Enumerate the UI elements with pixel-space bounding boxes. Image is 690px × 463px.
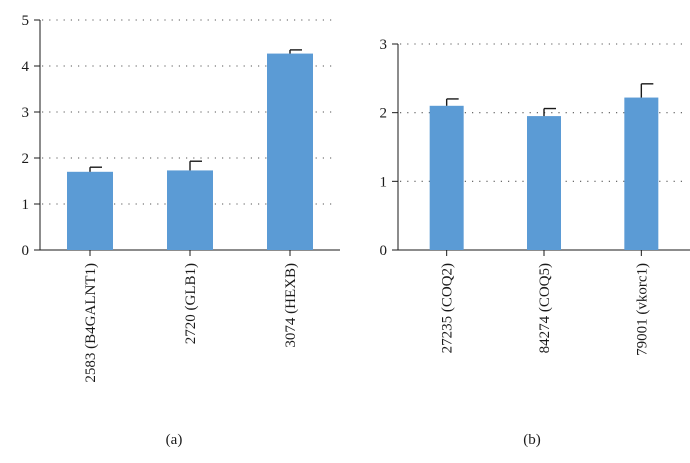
x-tick-label: 3074 (HEXB) bbox=[283, 263, 299, 348]
y-tick-label: 1 bbox=[380, 174, 388, 190]
bar bbox=[267, 54, 313, 250]
y-tick-label: 4 bbox=[22, 59, 30, 75]
bar bbox=[430, 106, 464, 250]
y-tick-label: 0 bbox=[380, 243, 388, 259]
x-tick-label: 2720 (GLB1) bbox=[183, 263, 199, 344]
panel-caption-a: (a) bbox=[144, 432, 204, 449]
x-tick-label: 79001 (vkorc1) bbox=[634, 263, 650, 356]
bar bbox=[67, 172, 113, 250]
y-tick-label: 1 bbox=[22, 197, 30, 213]
chart-panel-a: 0 1 2 3 4 5 2583 (B4GALNT1) 2720 (GLB1) 3074 (HE… bbox=[22, 13, 341, 383]
chart-panel-b: 0 1 2 3 27235 (COQ2) 84274 (COQ5) 79001 (vkorc… bbox=[380, 37, 690, 356]
bar bbox=[624, 98, 658, 250]
x-tick-label: 2583 (B4GALNT1) bbox=[83, 263, 99, 383]
bar bbox=[527, 116, 561, 250]
y-tick-label: 2 bbox=[22, 151, 30, 167]
panel-caption-b: (b) bbox=[502, 432, 562, 449]
y-tick-label: 3 bbox=[380, 37, 388, 53]
x-tick-label: 27235 (COQ2) bbox=[440, 263, 456, 353]
y-tick-label: 3 bbox=[22, 105, 30, 121]
y-tick-label: 2 bbox=[380, 106, 388, 122]
y-tick-label: 5 bbox=[22, 13, 30, 29]
y-tick-label: 0 bbox=[22, 243, 30, 259]
x-tick-label: 84274 (COQ5) bbox=[537, 263, 553, 353]
bar bbox=[167, 170, 213, 250]
